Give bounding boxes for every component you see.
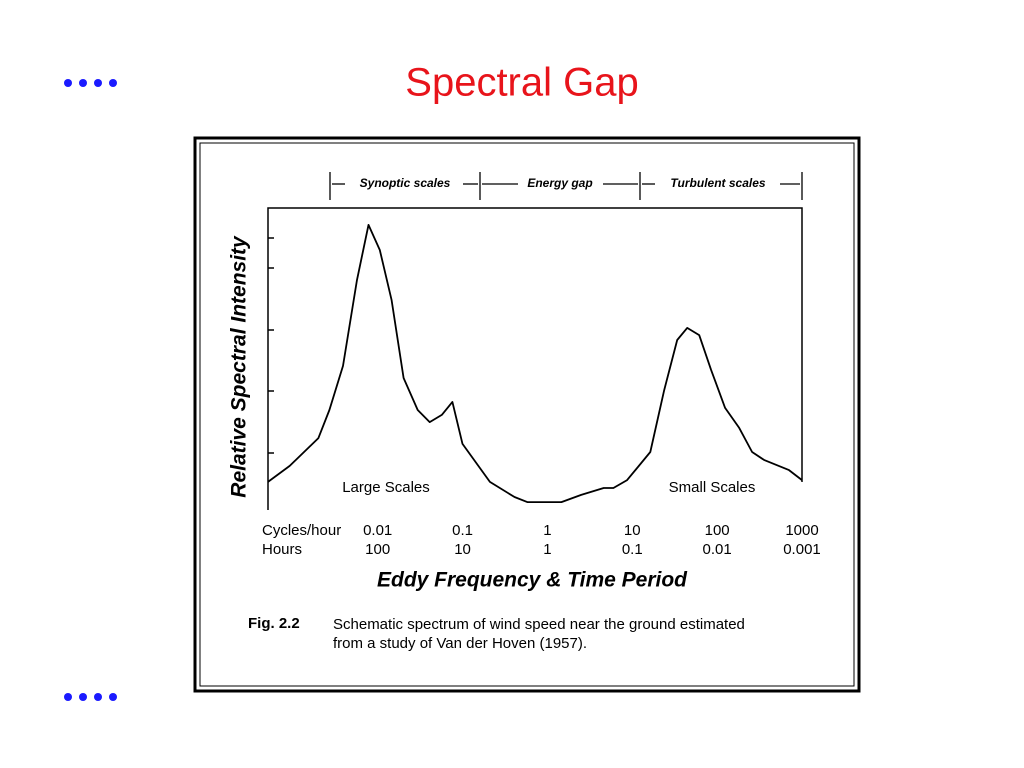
figure-frame-inner (199, 142, 855, 687)
band-markers (329, 172, 803, 200)
x-tick-label: 1000 (785, 522, 818, 539)
band-label: Energy gap (527, 176, 592, 190)
slide-title: Spectral Gap (405, 61, 638, 105)
x-axis-label: Eddy Frequency & Time Period (377, 569, 688, 592)
x-tick-label: 1 (543, 522, 551, 539)
caption-line: Schematic spectrum of wind speed near th… (333, 616, 745, 633)
x-tick-row-title: Cycles/hour (262, 522, 341, 539)
x-tick-label-hours: 1 (543, 541, 551, 558)
band-label: Synoptic scales (360, 176, 451, 190)
x-tick-label: 10 (624, 522, 641, 539)
band-label: Turbulent scales (670, 176, 765, 190)
annotation: Large Scales (342, 479, 430, 496)
x-tick-label-hours: 0.01 (703, 541, 732, 558)
x-tick-label: 0.1 (452, 522, 473, 539)
y-ticks-decor (268, 237, 274, 454)
bullets-top (64, 79, 117, 87)
x-tick-label-hours: 0.1 (622, 541, 643, 558)
x-tick-label-hours: 0.001 (783, 541, 821, 558)
bullets-bottom (64, 693, 117, 701)
caption-label: Fig. 2.2 (248, 615, 300, 632)
x-tick-label-hours: 100 (365, 541, 390, 558)
y-axis-label: Relative Spectral Intensity (228, 235, 251, 498)
plot-frame (267, 207, 803, 510)
annotation: Small Scales (669, 479, 756, 496)
x-tick-label-hours: 10 (454, 541, 471, 558)
caption-line: from a study of Van der Hoven (1957). (333, 635, 587, 652)
x-tick-row-title: Hours (262, 541, 302, 558)
figure-frame (193, 136, 861, 693)
x-tick-label: 100 (705, 522, 730, 539)
spectrum-line (267, 224, 803, 503)
x-tick-label: 0.01 (363, 522, 392, 539)
